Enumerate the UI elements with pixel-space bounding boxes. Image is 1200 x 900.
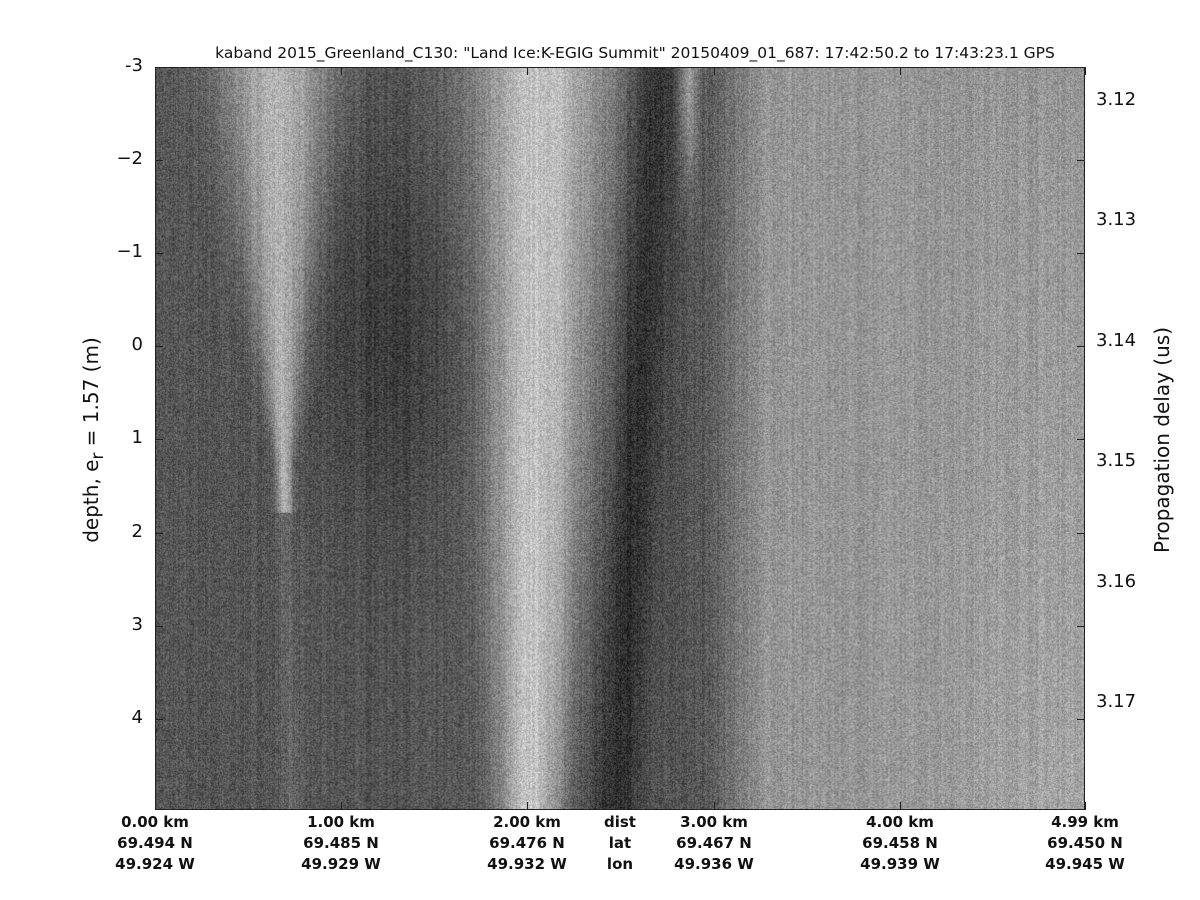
y2-tick-label: 3.15 — [1096, 450, 1137, 472]
x-row-name: lat — [608, 834, 632, 852]
y2-tick-label: 3.14 — [1096, 329, 1137, 351]
x-tick — [1085, 802, 1086, 810]
x-dist-label: 4.00 km — [866, 813, 934, 831]
y-tick-label: −2 — [116, 148, 143, 170]
x-dist-label: 4.99 km — [1051, 813, 1119, 831]
y2-axis-label: Propagation delay (us) — [1150, 326, 1174, 554]
x-lat-label: 69.485 N — [303, 834, 379, 852]
x-tick-top — [341, 67, 342, 75]
x-lon-label: 49.939 W — [860, 855, 940, 873]
y-tick-right — [1077, 346, 1085, 348]
x-dist-label: 1.00 km — [307, 813, 375, 831]
y-tick — [155, 439, 163, 441]
y-tick — [155, 532, 163, 534]
y2-tick-label: 3.12 — [1096, 89, 1137, 110]
x-lat-label: 69.458 N — [862, 834, 938, 852]
y2-tick-label: 3.13 — [1096, 209, 1137, 231]
x-lat-label: 69.450 N — [1047, 834, 1123, 852]
x-tick — [527, 802, 528, 810]
y-tick-label: 4 — [131, 706, 143, 728]
y-tick — [155, 718, 163, 720]
y-tick-right — [1077, 253, 1085, 255]
y-tick — [155, 67, 163, 68]
x-row-name: lon — [606, 855, 634, 873]
echogram-image — [155, 67, 1085, 810]
x-tick — [341, 802, 342, 810]
x-lon-label: 49.945 W — [1045, 855, 1125, 873]
x-tick-top — [900, 67, 901, 75]
y-tick — [155, 160, 163, 162]
x-tick-top — [1085, 67, 1086, 75]
radar-echogram — [156, 68, 1084, 809]
x-tick — [900, 802, 901, 810]
y-label-sub: r — [88, 452, 107, 460]
y2-tick-label: 3.17 — [1096, 691, 1137, 712]
y2-tick-label: 3.16 — [1096, 570, 1137, 592]
x-dist-label: 2.00 km — [493, 813, 561, 831]
y-tick — [155, 625, 163, 627]
x-tick-top — [714, 67, 715, 75]
y-tick-label: 0 — [131, 334, 143, 356]
y-tick-right — [1077, 439, 1085, 441]
y-tick-right — [1077, 160, 1085, 162]
y-tick-label: 3 — [131, 613, 143, 635]
y-tick-right — [1077, 67, 1085, 68]
y-tick-right — [1077, 718, 1085, 720]
x-dist-label: 0.00 km — [121, 813, 189, 831]
x-lat-label: 69.476 N — [489, 834, 565, 852]
x-tick — [155, 802, 156, 810]
x-lon-label: 49.932 W — [487, 855, 567, 873]
y-tick-label: 1 — [131, 427, 143, 449]
x-lon-label: 49.924 W — [115, 855, 195, 873]
x-lat-label: 69.494 N — [117, 834, 193, 852]
x-row-name: dist — [604, 813, 636, 831]
y-tick-right — [1077, 625, 1085, 627]
x-lon-label: 49.936 W — [674, 855, 754, 873]
y-tick-label: −1 — [116, 241, 143, 263]
x-tick-top — [155, 67, 156, 75]
x-tick-top — [527, 67, 528, 75]
y-tick — [155, 253, 163, 255]
x-lon-label: 49.929 W — [301, 855, 381, 873]
x-lat-label: 69.467 N — [676, 834, 752, 852]
x-tick — [714, 802, 715, 810]
y-tick-label: -3 — [125, 55, 143, 76]
y-tick — [155, 346, 163, 348]
y-tick-right — [1077, 532, 1085, 534]
x-dist-label: 3.00 km — [680, 813, 748, 831]
chart-title: kaband 2015_Greenland_C130: "Land Ice:K-… — [215, 44, 1055, 62]
y-tick-label: 2 — [131, 520, 143, 542]
